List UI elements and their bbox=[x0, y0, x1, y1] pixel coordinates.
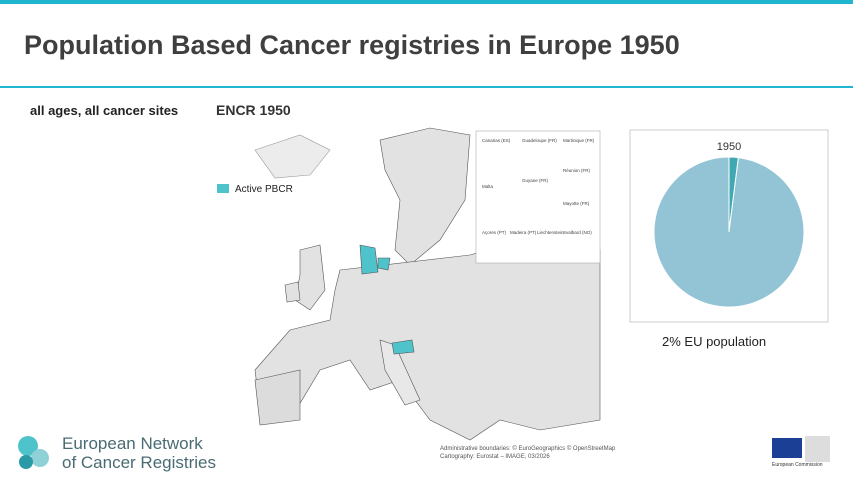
ec-text: European Commission bbox=[772, 462, 823, 468]
pie-slice bbox=[653, 156, 805, 308]
inset-label: Malta bbox=[482, 184, 494, 189]
subtitle: all ages, all cancer sites bbox=[30, 103, 179, 118]
inset-label: Açores (PT) bbox=[482, 230, 507, 235]
inset-label: Madeira (PT) bbox=[510, 230, 537, 235]
ec-logo: European Commission bbox=[772, 436, 830, 468]
inset-label: Réunion (FR) bbox=[563, 168, 591, 173]
inset-box bbox=[475, 130, 601, 264]
credit: Administrative boundaries: © EuroGeograp… bbox=[440, 445, 616, 452]
top-bar bbox=[0, 0, 853, 4]
credit: Cartography: Eurostat – IMAGE, 03/2026 bbox=[440, 454, 550, 460]
pie-title: 1950 bbox=[717, 141, 741, 153]
legend-label: Active PBCR bbox=[235, 184, 293, 195]
logo-text: of Cancer Registries bbox=[62, 453, 216, 472]
logo-text: European Network bbox=[62, 434, 203, 453]
inset-label: Svalbard (NO) bbox=[563, 230, 592, 235]
inset-label: Mayotte (FR) bbox=[563, 201, 590, 206]
pie bbox=[653, 156, 805, 308]
inset-label: Guadeloupe (FR) bbox=[522, 138, 557, 143]
inset-label: Martinique (FR) bbox=[563, 138, 595, 143]
legend-swatch bbox=[217, 184, 229, 193]
inset-label: Liechtenstein bbox=[537, 230, 564, 235]
insets: Canarias (ES) Guadeloupe (FR) Martinique (… bbox=[482, 138, 595, 235]
slide-title: Population Based Cancer registries in Eu… bbox=[24, 30, 680, 60]
inset-label: Guyane (FR) bbox=[522, 178, 549, 183]
map-title: ENCR 1950 bbox=[216, 102, 291, 118]
encr-logo: European Network of Cancer Registries bbox=[18, 434, 216, 472]
title-rule bbox=[0, 86, 853, 88]
map bbox=[254, 127, 601, 441]
pie-caption: 2% EU population bbox=[662, 334, 767, 349]
inset-label: Canarias (ES) bbox=[482, 138, 511, 143]
